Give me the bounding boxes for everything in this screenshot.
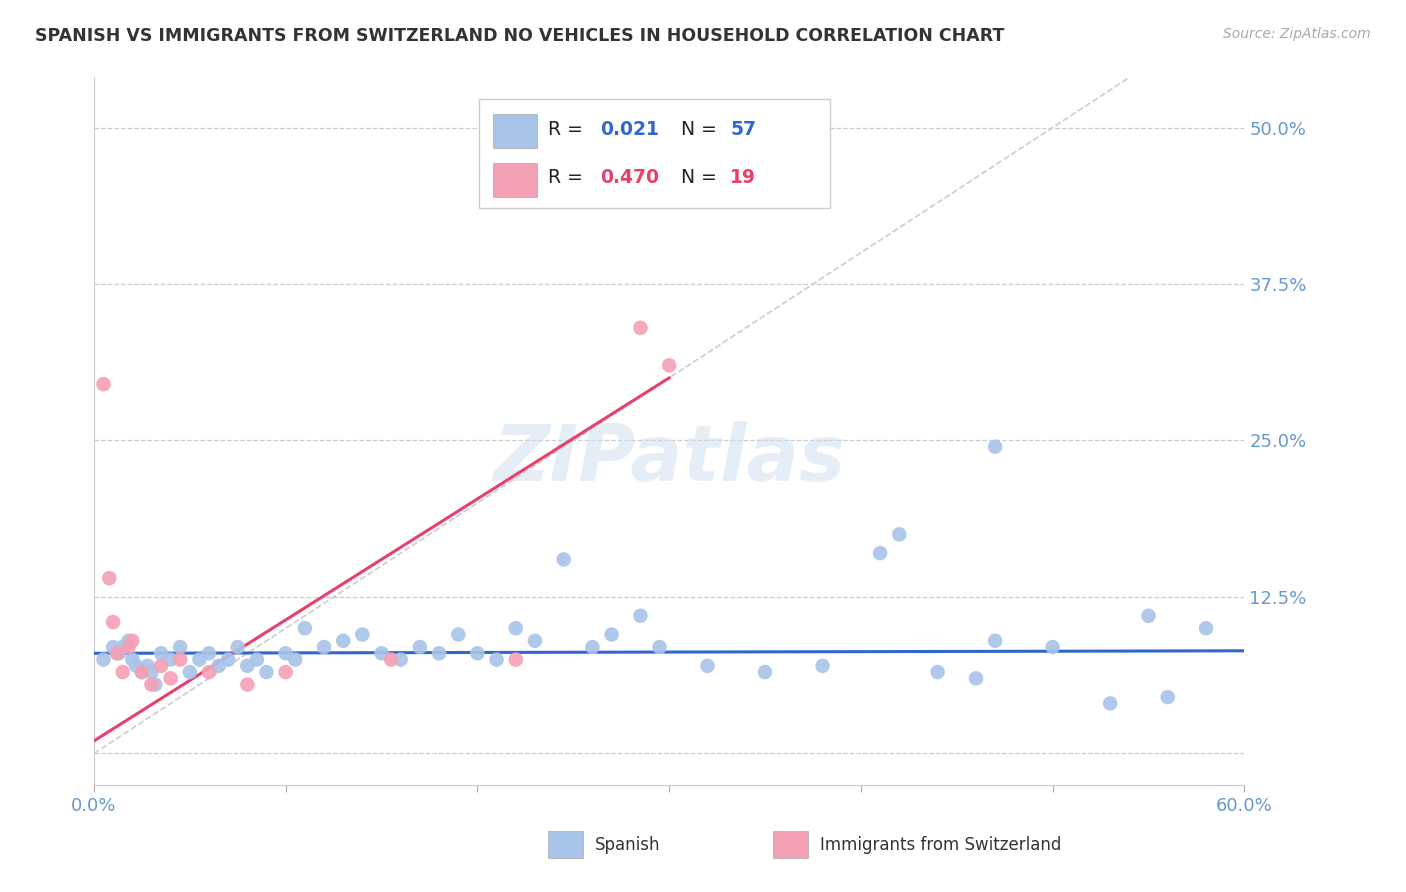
Point xyxy=(131,665,153,679)
Point xyxy=(108,646,131,660)
Point xyxy=(159,652,181,666)
Text: 0.470: 0.470 xyxy=(600,168,659,187)
Text: 0.021: 0.021 xyxy=(600,120,659,139)
Point xyxy=(505,621,527,635)
Point xyxy=(1137,608,1160,623)
Point xyxy=(447,627,470,641)
Point xyxy=(143,677,166,691)
Point xyxy=(150,658,173,673)
Point xyxy=(198,646,221,660)
FancyBboxPatch shape xyxy=(479,99,830,209)
Point xyxy=(101,640,124,654)
Point xyxy=(101,615,124,629)
Point xyxy=(984,633,1007,648)
Point xyxy=(169,640,191,654)
Point xyxy=(523,633,546,648)
FancyBboxPatch shape xyxy=(494,163,537,197)
Point xyxy=(159,671,181,685)
Point xyxy=(150,646,173,660)
Text: N =: N = xyxy=(681,168,723,187)
Text: 19: 19 xyxy=(730,168,756,187)
Point xyxy=(332,633,354,648)
Point xyxy=(169,652,191,666)
Point xyxy=(198,665,221,679)
Point xyxy=(628,321,651,335)
Point xyxy=(121,633,143,648)
Point xyxy=(93,652,115,666)
Point xyxy=(217,652,239,666)
Point xyxy=(207,658,229,673)
Point xyxy=(927,665,949,679)
Point xyxy=(427,646,450,660)
Point xyxy=(141,665,163,679)
Text: R =: R = xyxy=(548,168,589,187)
Point xyxy=(274,665,297,679)
Point xyxy=(889,527,911,541)
Text: R =: R = xyxy=(548,120,589,139)
Point xyxy=(117,640,139,654)
Point xyxy=(389,652,412,666)
Point xyxy=(246,652,269,666)
Point xyxy=(1157,690,1180,705)
Point xyxy=(93,377,115,392)
Point xyxy=(380,652,402,666)
Point xyxy=(294,621,316,635)
Point xyxy=(658,359,681,373)
Point xyxy=(226,640,249,654)
Point xyxy=(600,627,623,641)
Point xyxy=(98,571,121,585)
Text: ZIPatlas: ZIPatlas xyxy=(494,421,845,498)
Point xyxy=(467,646,489,660)
Point xyxy=(256,665,278,679)
Point xyxy=(409,640,432,654)
Point xyxy=(125,658,148,673)
Point xyxy=(136,658,159,673)
Point xyxy=(1042,640,1064,654)
Point xyxy=(581,640,603,654)
Point xyxy=(188,652,211,666)
Point xyxy=(485,652,508,666)
Point xyxy=(284,652,307,666)
Text: SPANISH VS IMMIGRANTS FROM SWITZERLAND NO VEHICLES IN HOUSEHOLD CORRELATION CHAR: SPANISH VS IMMIGRANTS FROM SWITZERLAND N… xyxy=(35,27,1004,45)
Point xyxy=(105,646,128,660)
Point xyxy=(111,665,134,679)
Point xyxy=(648,640,671,654)
Text: N =: N = xyxy=(681,120,723,139)
Point xyxy=(236,677,259,691)
Point xyxy=(965,671,987,685)
Point xyxy=(1099,697,1122,711)
Point xyxy=(754,665,776,679)
Text: Spanish: Spanish xyxy=(595,836,661,854)
Point xyxy=(505,652,527,666)
Point xyxy=(131,665,153,679)
Point xyxy=(628,608,651,623)
Point xyxy=(553,552,575,566)
Point xyxy=(274,646,297,660)
Point xyxy=(121,652,143,666)
Point xyxy=(1195,621,1218,635)
Point xyxy=(811,658,834,673)
Text: Immigrants from Switzerland: Immigrants from Switzerland xyxy=(820,836,1062,854)
Point xyxy=(869,546,891,560)
Point xyxy=(312,640,335,654)
Point xyxy=(179,665,201,679)
FancyBboxPatch shape xyxy=(494,114,537,148)
Point xyxy=(696,658,718,673)
Point xyxy=(352,627,374,641)
Point xyxy=(236,658,259,673)
Point xyxy=(984,440,1007,454)
Text: Source: ZipAtlas.com: Source: ZipAtlas.com xyxy=(1223,27,1371,41)
Point xyxy=(117,633,139,648)
Text: 57: 57 xyxy=(730,120,756,139)
Point xyxy=(370,646,392,660)
Point xyxy=(141,677,163,691)
Point xyxy=(111,640,134,654)
